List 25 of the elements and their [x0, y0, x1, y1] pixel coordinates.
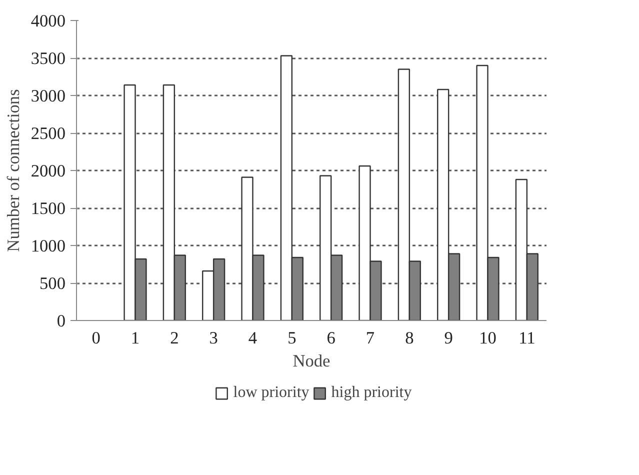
y-tick-label: 4000 [30, 12, 66, 30]
x-axis-title: Node [292, 352, 331, 370]
x-tick-label: 0 [92, 328, 100, 348]
x-tick-label: 1 [130, 328, 140, 348]
x-tick-label: 5 [288, 328, 296, 348]
y-tick-label: 1500 [30, 199, 66, 218]
x-tick-label: 2 [170, 328, 179, 348]
x-tick-label: 11 [518, 328, 536, 348]
legend-label: low priority [233, 384, 310, 402]
x-tick-label: 3 [209, 328, 218, 348]
legend-label: high priority [331, 384, 412, 402]
y-tick-label: 2000 [30, 162, 66, 180]
y-axis-title: Number of connections [4, 88, 23, 252]
y-tick-label: 1000 [30, 236, 66, 256]
y-tick-label: 3500 [30, 49, 66, 68]
x-tick-label: 9 [444, 328, 453, 348]
x-tick-label: 6 [326, 328, 336, 348]
x-tick-label: 7 [366, 328, 375, 348]
y-tick-label: 2500 [30, 124, 66, 143]
x-tick-label: 8 [405, 328, 414, 348]
y-tick-label: 0 [56, 312, 66, 330]
x-tick-label: 4 [248, 328, 258, 348]
y-tick-label: 500 [40, 274, 66, 293]
x-tick-label: 10 [479, 328, 496, 348]
y-tick-label: 3000 [30, 86, 66, 106]
